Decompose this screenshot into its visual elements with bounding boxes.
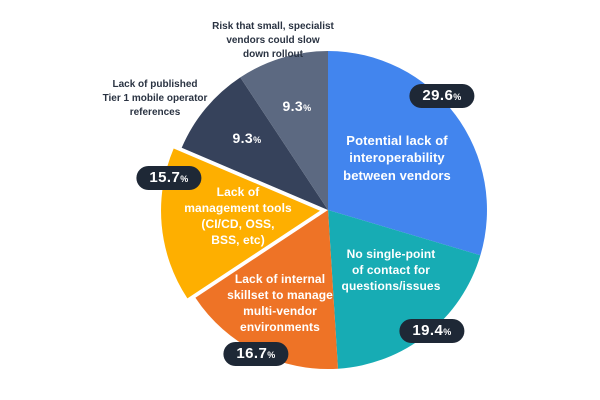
- slice-label-management-tools: Lack of management tools (CI/CD, OSS, BS…: [184, 185, 292, 247]
- callout-label-specialist-vendor-risk: Risk that small, specialist vendors coul…: [212, 21, 334, 60]
- value-badge-management-tools: 15.7%: [136, 166, 202, 190]
- value-badge-interoperability: 29.6%: [409, 84, 475, 108]
- value-badge-number: 16.7: [236, 345, 268, 362]
- slice-label-internal-skillset: Lack of internal skillset to manage mult…: [227, 272, 333, 334]
- value-label-tier1-references: 9.3%: [232, 130, 261, 146]
- pie-slice-tier1-references: [181, 77, 328, 211]
- value-label-specialist-vendor-risk: 9.3%: [282, 98, 311, 114]
- value-badge-number: 15.7: [149, 169, 181, 186]
- callout-label-tier1-references: Lack of published Tier 1 mobile operator…: [102, 79, 208, 118]
- pie-slice-internal-skillset: [195, 210, 338, 370]
- pie-slice-management-tools: [161, 148, 320, 299]
- slice-label-single-point-contact: No single-point of contact for questions…: [341, 247, 441, 293]
- percent-sign: %: [453, 92, 462, 102]
- value-badge-number: 29.6: [422, 87, 454, 104]
- percent-sign: %: [180, 174, 189, 184]
- percent-sign: %: [443, 327, 452, 337]
- value-badge-internal-skillset: 16.7%: [223, 342, 289, 366]
- value-label-number: 9.3: [232, 130, 254, 146]
- slice-label-interoperability: Potential lack of interoperability betwe…: [343, 133, 451, 183]
- percent-sign: %: [253, 135, 262, 145]
- percent-sign: %: [267, 350, 276, 360]
- pie-slice-specialist-vendor-risk: [240, 51, 328, 210]
- pie-slice-single-point-contact: [328, 210, 481, 369]
- percent-sign: %: [303, 103, 312, 113]
- value-badge-number: 19.4: [412, 322, 444, 339]
- value-label-number: 9.3: [282, 98, 304, 114]
- value-badge-single-point-contact: 19.4%: [399, 319, 465, 343]
- pie-slice-interoperability: [328, 51, 487, 256]
